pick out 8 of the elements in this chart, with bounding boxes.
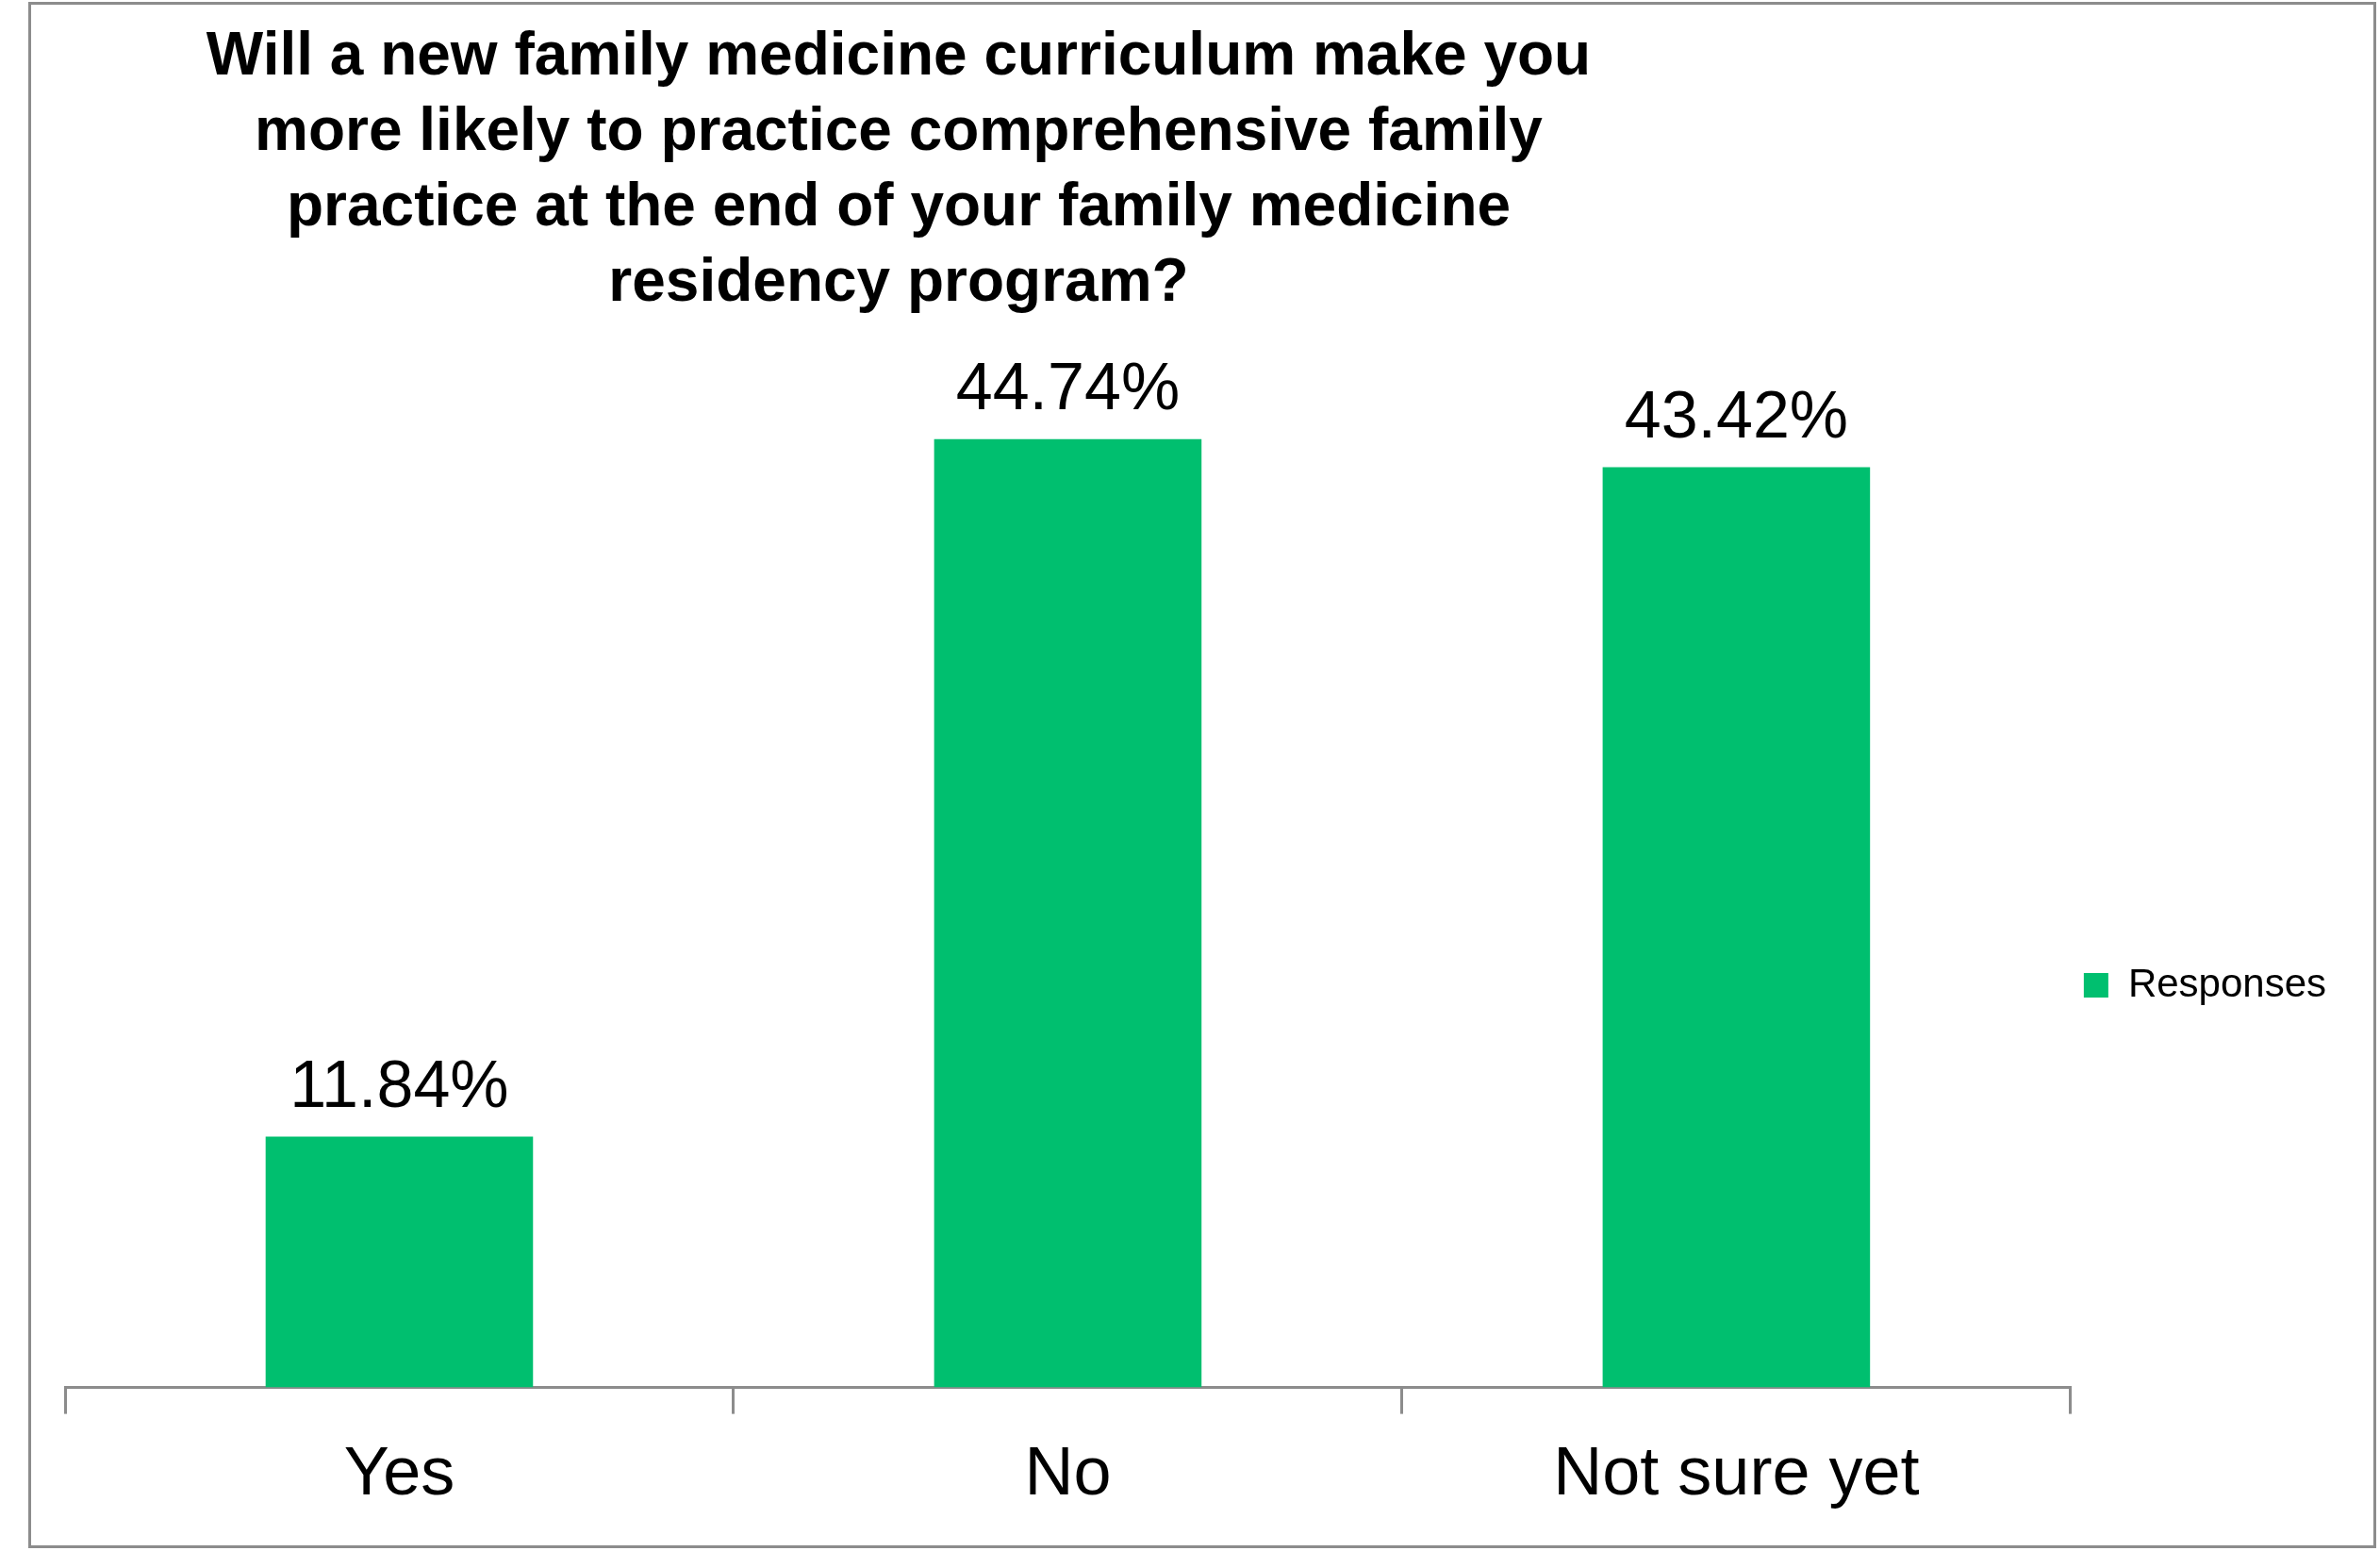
data-label: 44.74% <box>955 350 1181 424</box>
chart-title: Will a new family medicine curriculum make you more likely to practice comprehensive family practice at the end of your family medicine residency program? <box>205 19 1593 316</box>
x-tick-label: No <box>1024 1432 1112 1509</box>
data-label: 11.84% <box>289 1047 509 1121</box>
legend-label: Responses <box>2127 960 2326 1005</box>
data-label: 43.42% <box>1624 377 1849 452</box>
x-tick-label: Not sure yet <box>1553 1432 1920 1509</box>
x-tick-label: Yes <box>343 1432 455 1509</box>
